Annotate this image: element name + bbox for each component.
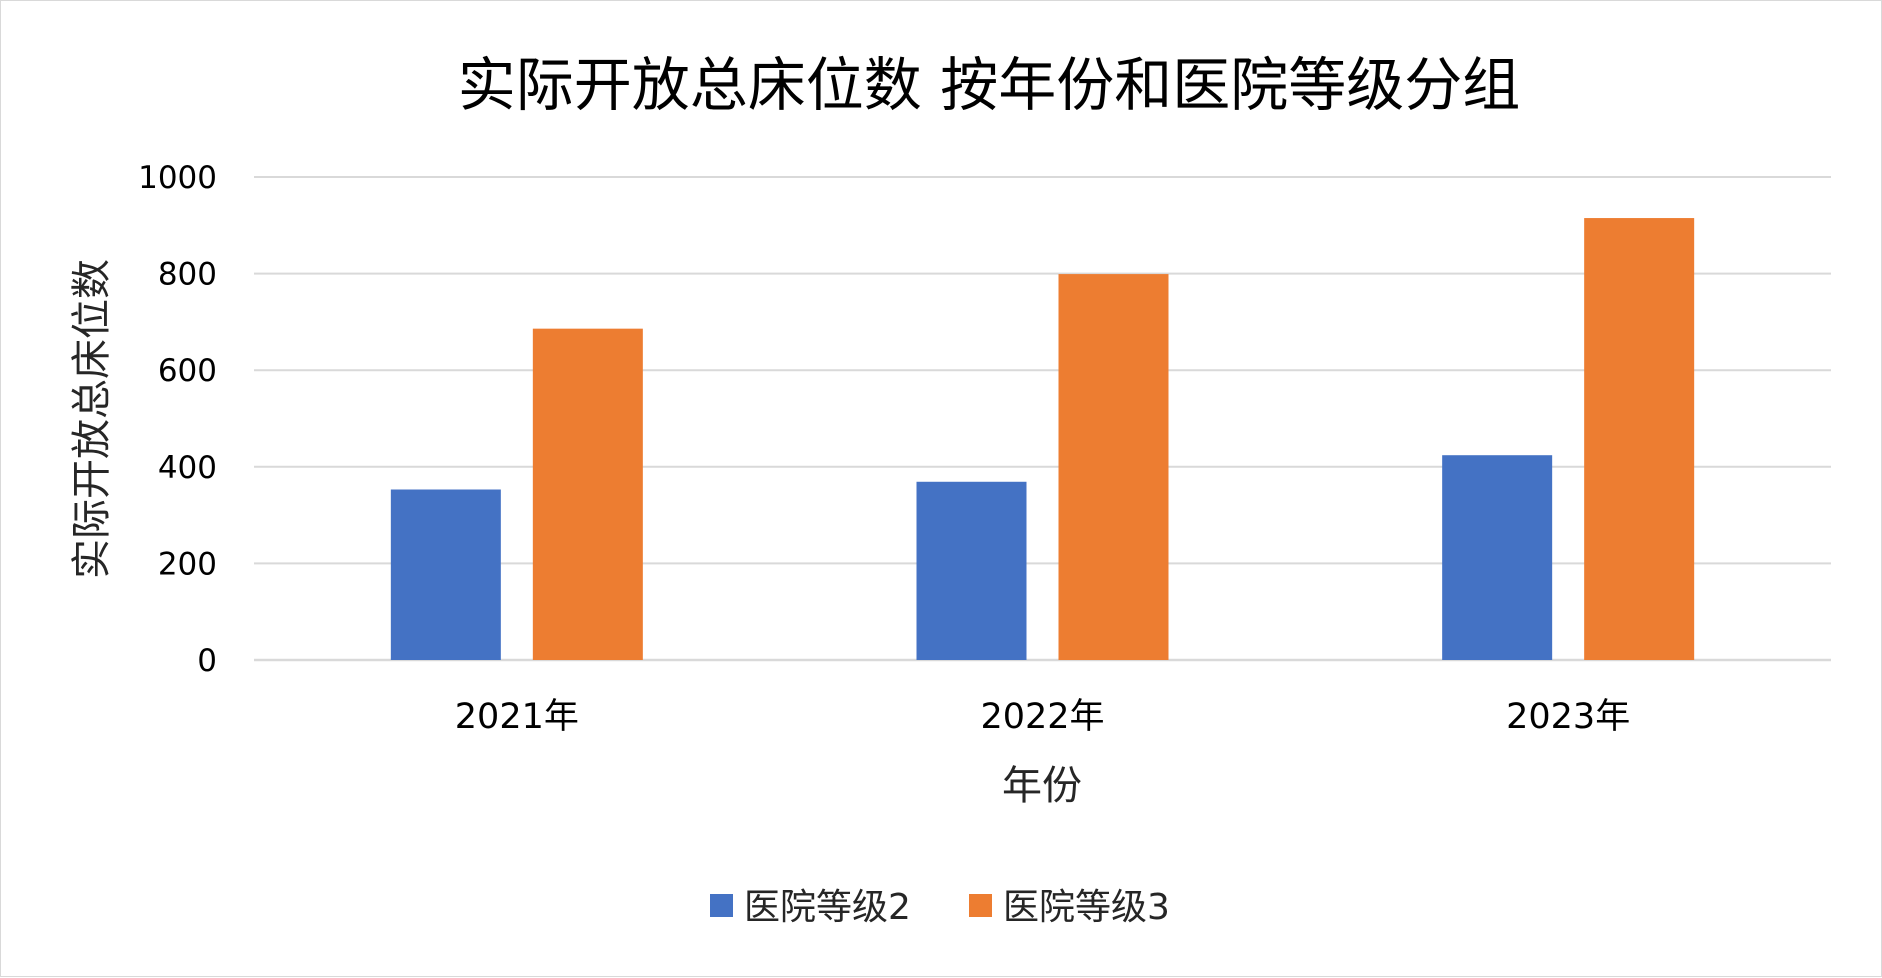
legend-label-2: 医院等级3 [1003,887,1170,928]
bar-1-2 [916,481,1027,660]
y-tick-label: 600 [158,353,217,389]
bar-1-1 [390,489,501,660]
legend-swatch-2 [969,894,992,917]
x-tick-label: 2021年 [455,697,579,737]
legend-swatch-1 [710,894,733,917]
legend-label-1: 医院等级2 [744,887,911,928]
y-tick-label: 400 [158,450,217,486]
bar-2-1 [532,328,643,660]
x-tick-label: 2022年 [980,697,1104,737]
x-tick-label: 2023年 [1506,697,1630,737]
bar-2-2 [1058,274,1169,660]
bars [390,218,1695,660]
x-axis-ticks: 2021年 2022年 2023年 [455,697,1630,737]
y-tick-label: 0 [197,643,217,679]
legend: 医院等级2 医院等级3 [710,887,1170,928]
bar-2-3 [1584,218,1695,660]
y-axis-label: 实际开放总床位数 [69,259,115,579]
bar-1-3 [1442,455,1553,660]
y-tick-label: 200 [158,546,217,582]
gridlines [254,176,1831,662]
chart-title: 实际开放总床位数 按年份和医院等级分组 [458,51,1520,119]
x-axis-label: 年份 [1002,763,1082,809]
y-axis-ticks: 0 200 400 600 800 1000 [138,160,217,679]
y-tick-label: 800 [158,257,217,293]
y-tick-label: 1000 [138,160,217,196]
